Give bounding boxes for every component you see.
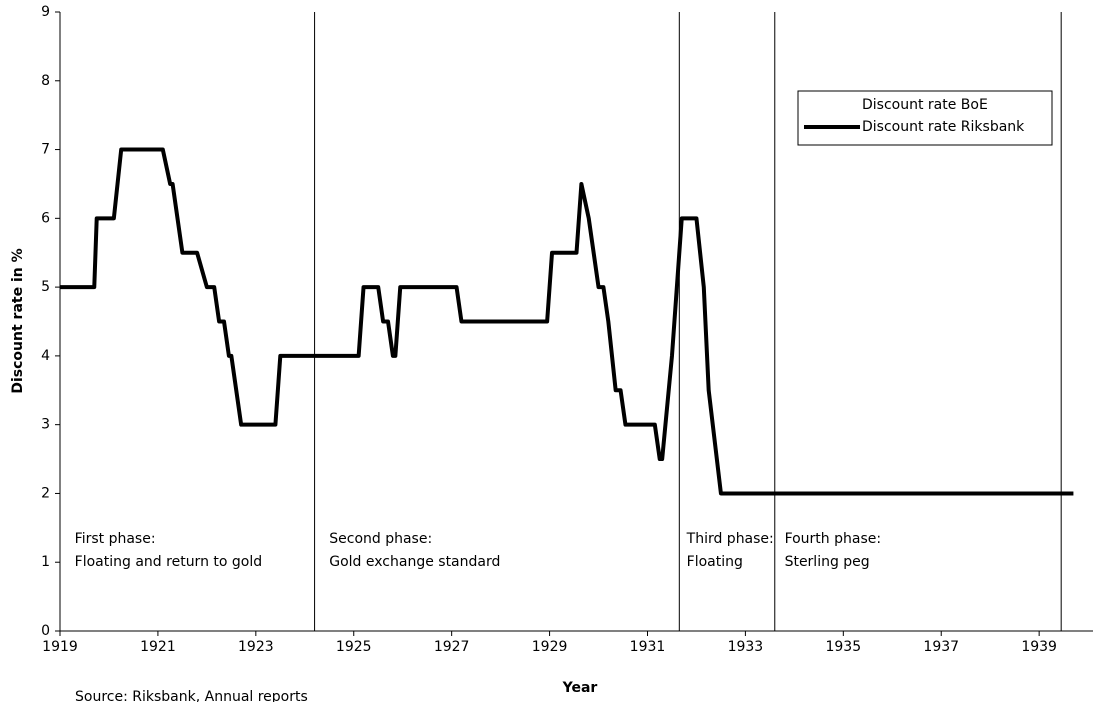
x-tick-label: 1925 [336,639,372,655]
phase-label: Sterling peg [785,554,870,570]
y-tick-label: 4 [41,348,50,364]
x-tick-label: 1937 [923,639,959,655]
legend-label: Discount rate BoE [862,97,988,113]
phase-title: First phase: [75,531,156,547]
data-line [60,147,1074,496]
y-tick-label: 6 [41,210,50,226]
x-tick-label: 1929 [532,639,568,655]
x-tick-label: 1935 [825,639,861,655]
y-tick-label: 8 [41,73,50,89]
y-tick-label: 7 [41,142,50,158]
phase-label: Gold exchange standard [329,554,500,570]
phase-label: Floating [687,554,743,570]
x-tick-label: 1933 [728,639,764,655]
y-tick-label: 3 [41,417,50,433]
x-tick-label: 1931 [630,639,666,655]
y-tick-label: 9 [41,4,50,20]
x-tick-label: 1921 [140,639,176,655]
phase-title: Third phase: [686,531,774,547]
x-tick-label: 1939 [1021,639,1057,655]
legend-box [797,90,1053,146]
x-tick-label: 1927 [434,639,470,655]
y-tick-label: 5 [41,279,50,295]
y-tick-label: 2 [41,485,50,501]
x-axis-label: Year [562,680,598,696]
y-axis-label: Discount rate in % [10,248,26,393]
legend-label: Discount rate Riksbank [862,119,1025,135]
source-note: Source: Riksbank, Annual reports [75,689,308,702]
phase-title: Fourth phase: [785,531,882,547]
phase-label: Floating and return to gold [75,554,262,570]
y-tick-label: 0 [41,623,50,639]
x-tick-label: 1919 [42,639,78,655]
y-tick-label: 1 [41,554,50,570]
x-tick-label: 1923 [238,639,274,655]
phase-title: Second phase: [329,531,432,547]
